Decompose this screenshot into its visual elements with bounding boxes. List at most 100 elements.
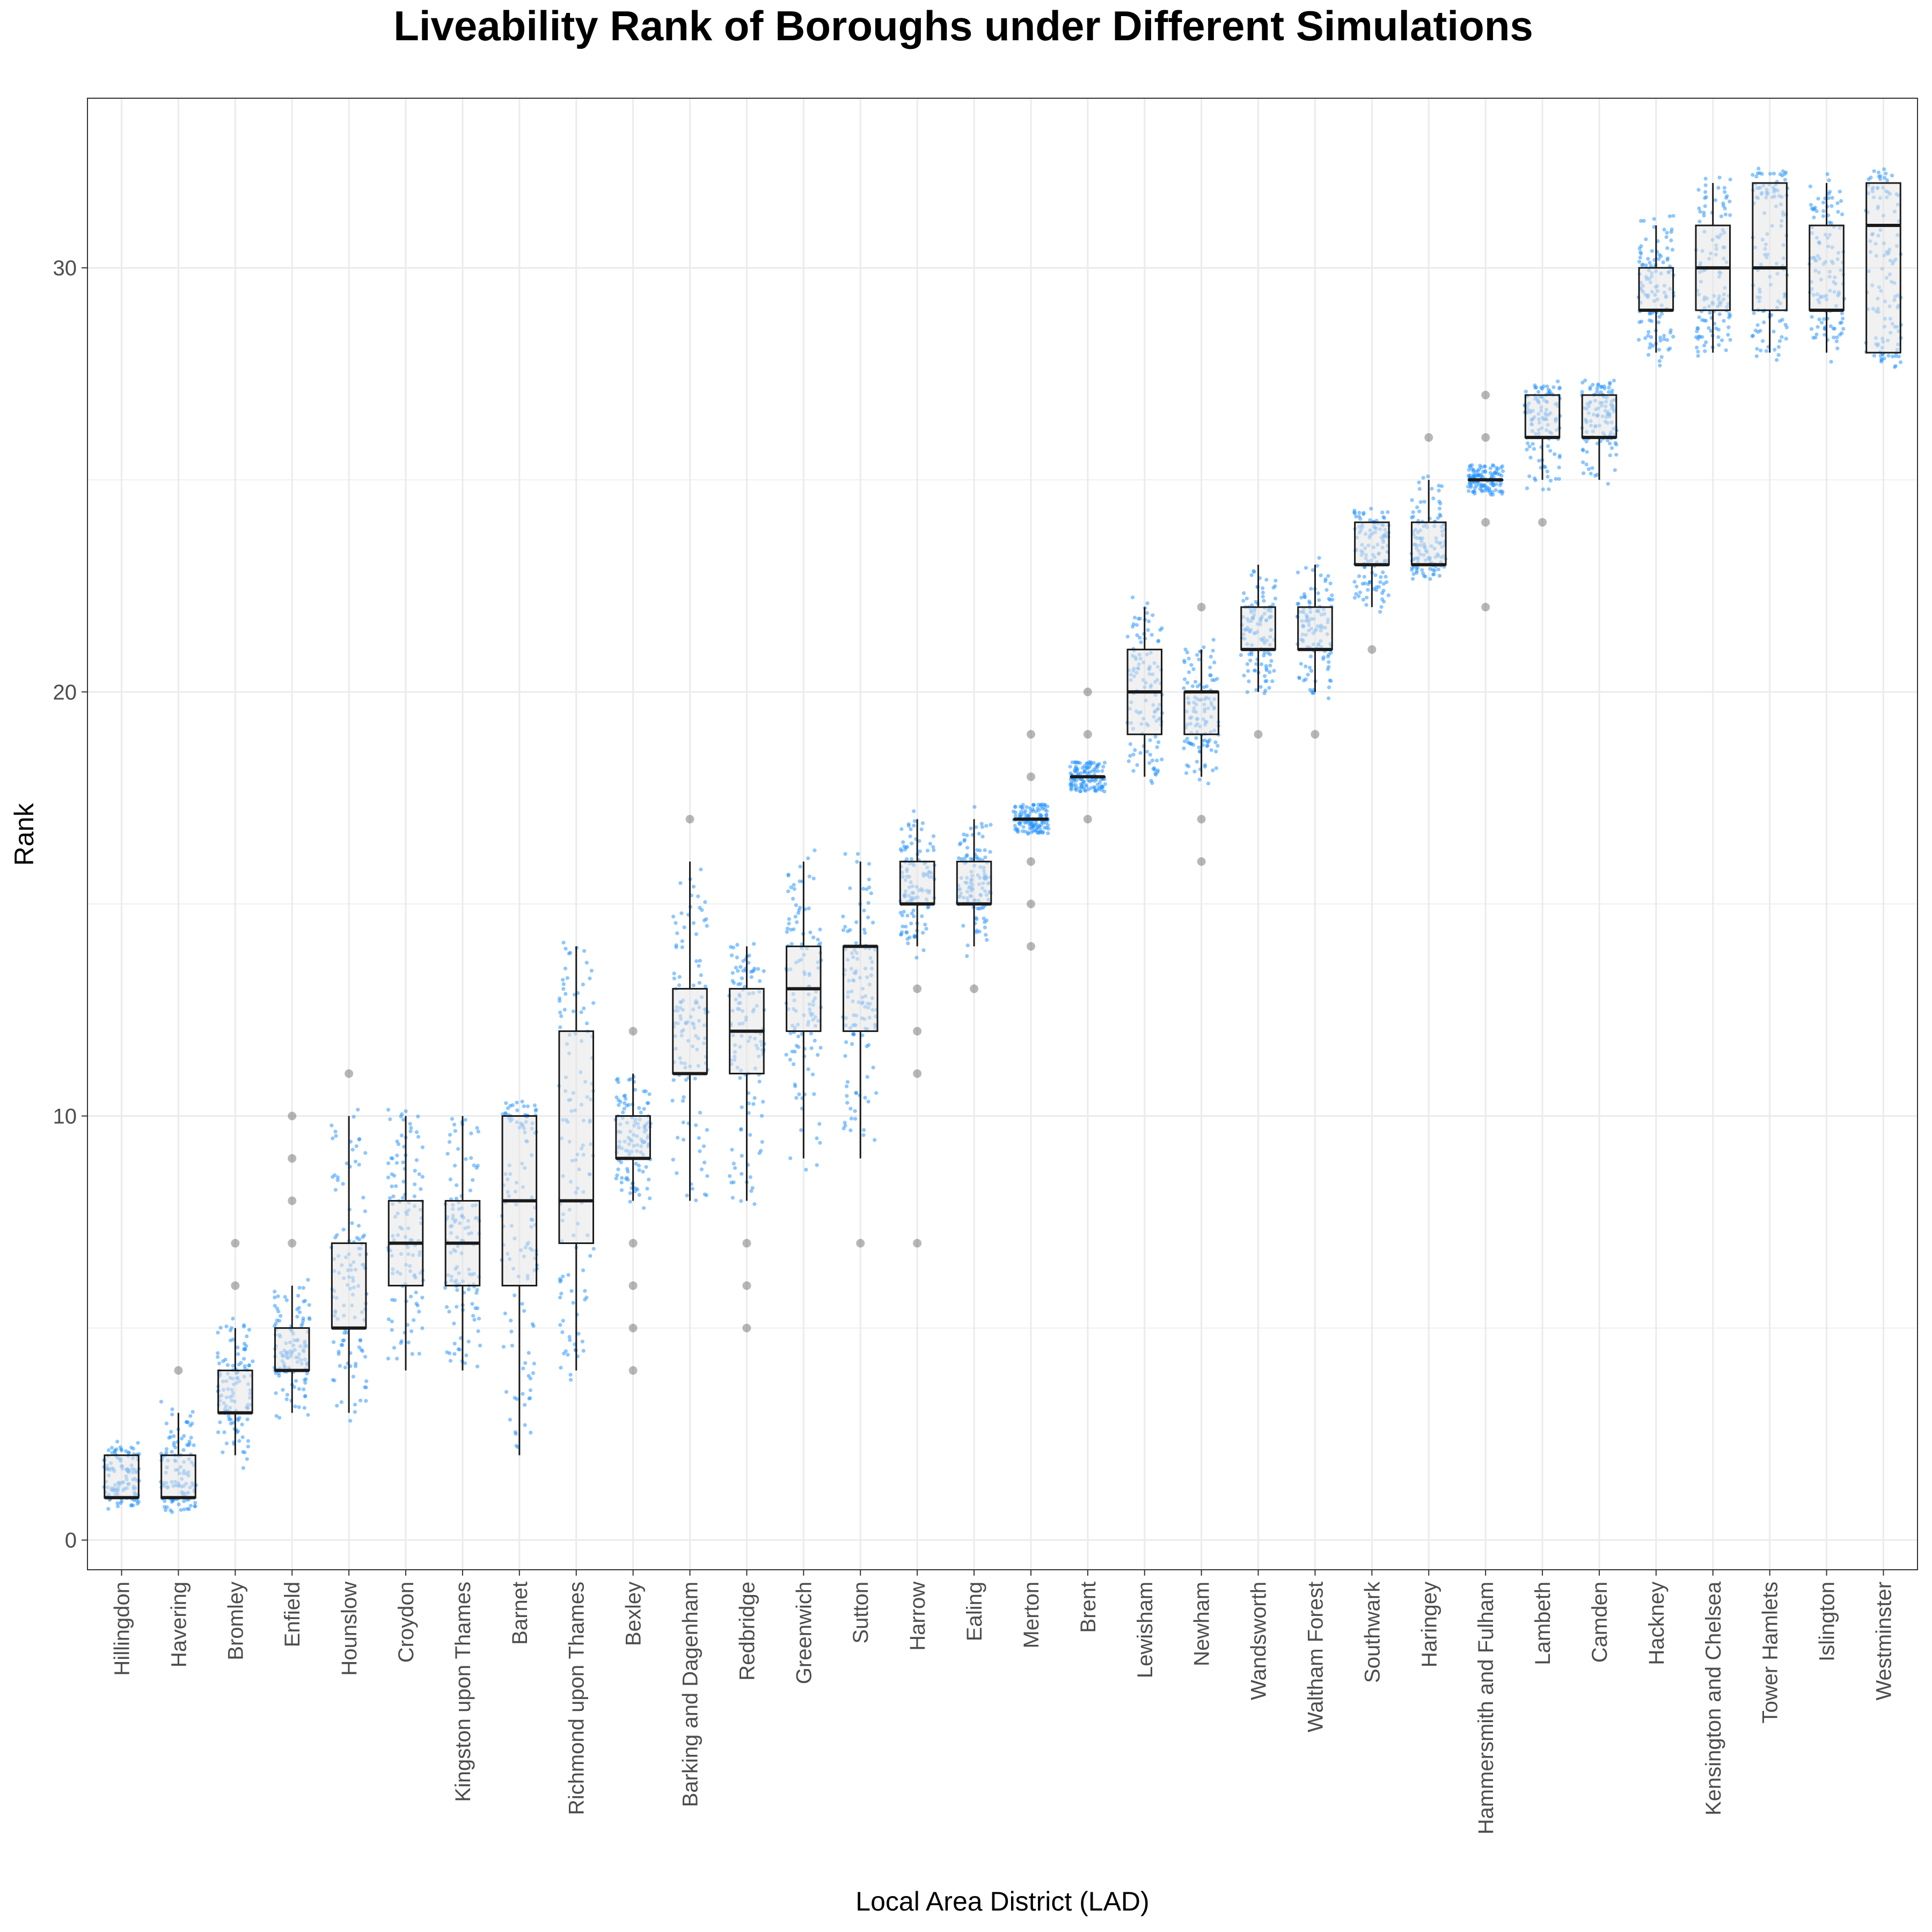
jitter-point <box>1750 334 1754 339</box>
box <box>160 1454 196 1499</box>
jitter-point <box>284 1298 289 1302</box>
jitter-point <box>584 1296 589 1300</box>
jitter-point <box>353 1159 358 1163</box>
jitter-point <box>305 1371 309 1375</box>
jitter-point <box>569 1289 574 1293</box>
jitter-point <box>1580 448 1585 452</box>
jitter-point <box>1044 825 1049 830</box>
jitter-point <box>583 1289 587 1293</box>
x-axis-title: Local Area District (LAD) <box>855 1886 1149 1916</box>
jitter-point <box>1583 378 1587 383</box>
jitter-point <box>179 1508 183 1512</box>
outlier-point <box>1311 730 1320 739</box>
jitter-point <box>391 1194 396 1198</box>
boxplot-bromley <box>217 1239 253 1455</box>
jitter-point <box>678 881 683 885</box>
jitter-point <box>386 1161 391 1166</box>
outlier-point <box>742 1323 751 1333</box>
jitter-point <box>1776 353 1781 357</box>
outlier-point <box>1026 942 1035 951</box>
jitter-point <box>386 1108 391 1112</box>
jitter-point <box>1608 441 1612 446</box>
jitter-point <box>1773 348 1777 352</box>
jitter-point <box>1886 354 1891 358</box>
jitter-point <box>1883 175 1887 180</box>
x-tick-label: Bexley <box>622 1582 646 1646</box>
jitter-point <box>672 976 676 980</box>
jitter-point <box>855 852 860 856</box>
jitter-point <box>225 1363 230 1367</box>
jitter-point <box>227 1417 231 1422</box>
jitter-point <box>297 1387 302 1391</box>
jitter-point <box>905 913 910 918</box>
jitter-point <box>748 1175 752 1179</box>
jitter-point <box>739 1128 743 1132</box>
jitter-point <box>741 969 745 973</box>
jitter-point <box>169 1435 173 1439</box>
jitter-point <box>694 959 699 963</box>
jitter-point <box>1013 823 1017 828</box>
jitter-point <box>1187 670 1191 675</box>
jitter-point <box>1546 444 1550 448</box>
jitter-point <box>1084 789 1088 793</box>
jitter-point <box>848 886 852 890</box>
jitter-point <box>279 1314 283 1318</box>
jitter-point <box>522 1104 526 1108</box>
jitter-point <box>401 1117 406 1122</box>
jitter-point <box>390 1328 394 1332</box>
jitter-point <box>1728 338 1732 342</box>
jitter-point <box>1042 805 1046 809</box>
jitter-point <box>788 1156 793 1160</box>
jitter-point <box>901 840 905 844</box>
box <box>1240 606 1276 650</box>
jitter-point <box>1612 378 1616 383</box>
jitter-point <box>357 1237 362 1242</box>
jitter-point <box>571 1009 575 1014</box>
jitter-point <box>733 1166 737 1170</box>
jitter-point <box>447 1351 452 1356</box>
jitter-point <box>1727 312 1732 316</box>
outlier-point <box>1026 730 1035 739</box>
jitter-point <box>1696 188 1701 192</box>
jitter-point <box>1209 748 1213 752</box>
jitter-point <box>331 1136 335 1140</box>
outlier-point <box>288 1239 297 1248</box>
jitter-point <box>730 1147 734 1152</box>
jitter-point <box>386 1356 391 1361</box>
jitter-point <box>873 1138 877 1142</box>
jitter-point <box>1662 337 1666 341</box>
jitter-point <box>682 925 686 930</box>
jitter-point <box>622 1094 626 1098</box>
jitter-point <box>276 1371 281 1375</box>
jitter-point <box>795 920 799 924</box>
jitter-point <box>364 1385 368 1389</box>
outlier-point <box>628 1281 638 1290</box>
jitter-point <box>1100 769 1104 773</box>
jitter-point <box>1245 690 1249 694</box>
jitter-point <box>1839 199 1843 203</box>
jitter-point <box>393 1298 397 1302</box>
jitter-point <box>1608 382 1612 386</box>
jitter-point <box>699 1167 704 1172</box>
jitter-point <box>1017 821 1022 825</box>
jitter-point <box>1029 809 1033 814</box>
jitter-point <box>740 976 744 980</box>
jitter-point <box>1717 175 1722 180</box>
jitter-point <box>648 1196 652 1201</box>
jitter-point <box>1087 779 1092 784</box>
jitter-point <box>1828 189 1832 194</box>
outlier-point <box>1026 772 1035 781</box>
jitter-point <box>1437 499 1441 504</box>
jitter-point <box>849 1116 854 1121</box>
jitter-point <box>1330 593 1334 597</box>
jitter-point <box>297 1310 302 1314</box>
jitter-point <box>1046 831 1050 836</box>
jitter-point <box>1195 684 1200 689</box>
jitter-point <box>870 920 875 925</box>
jitter-point <box>1557 465 1561 470</box>
jitter-point <box>752 968 756 972</box>
jitter-point <box>580 1340 584 1344</box>
jitter-point <box>843 925 847 929</box>
jitter-point <box>862 908 866 913</box>
